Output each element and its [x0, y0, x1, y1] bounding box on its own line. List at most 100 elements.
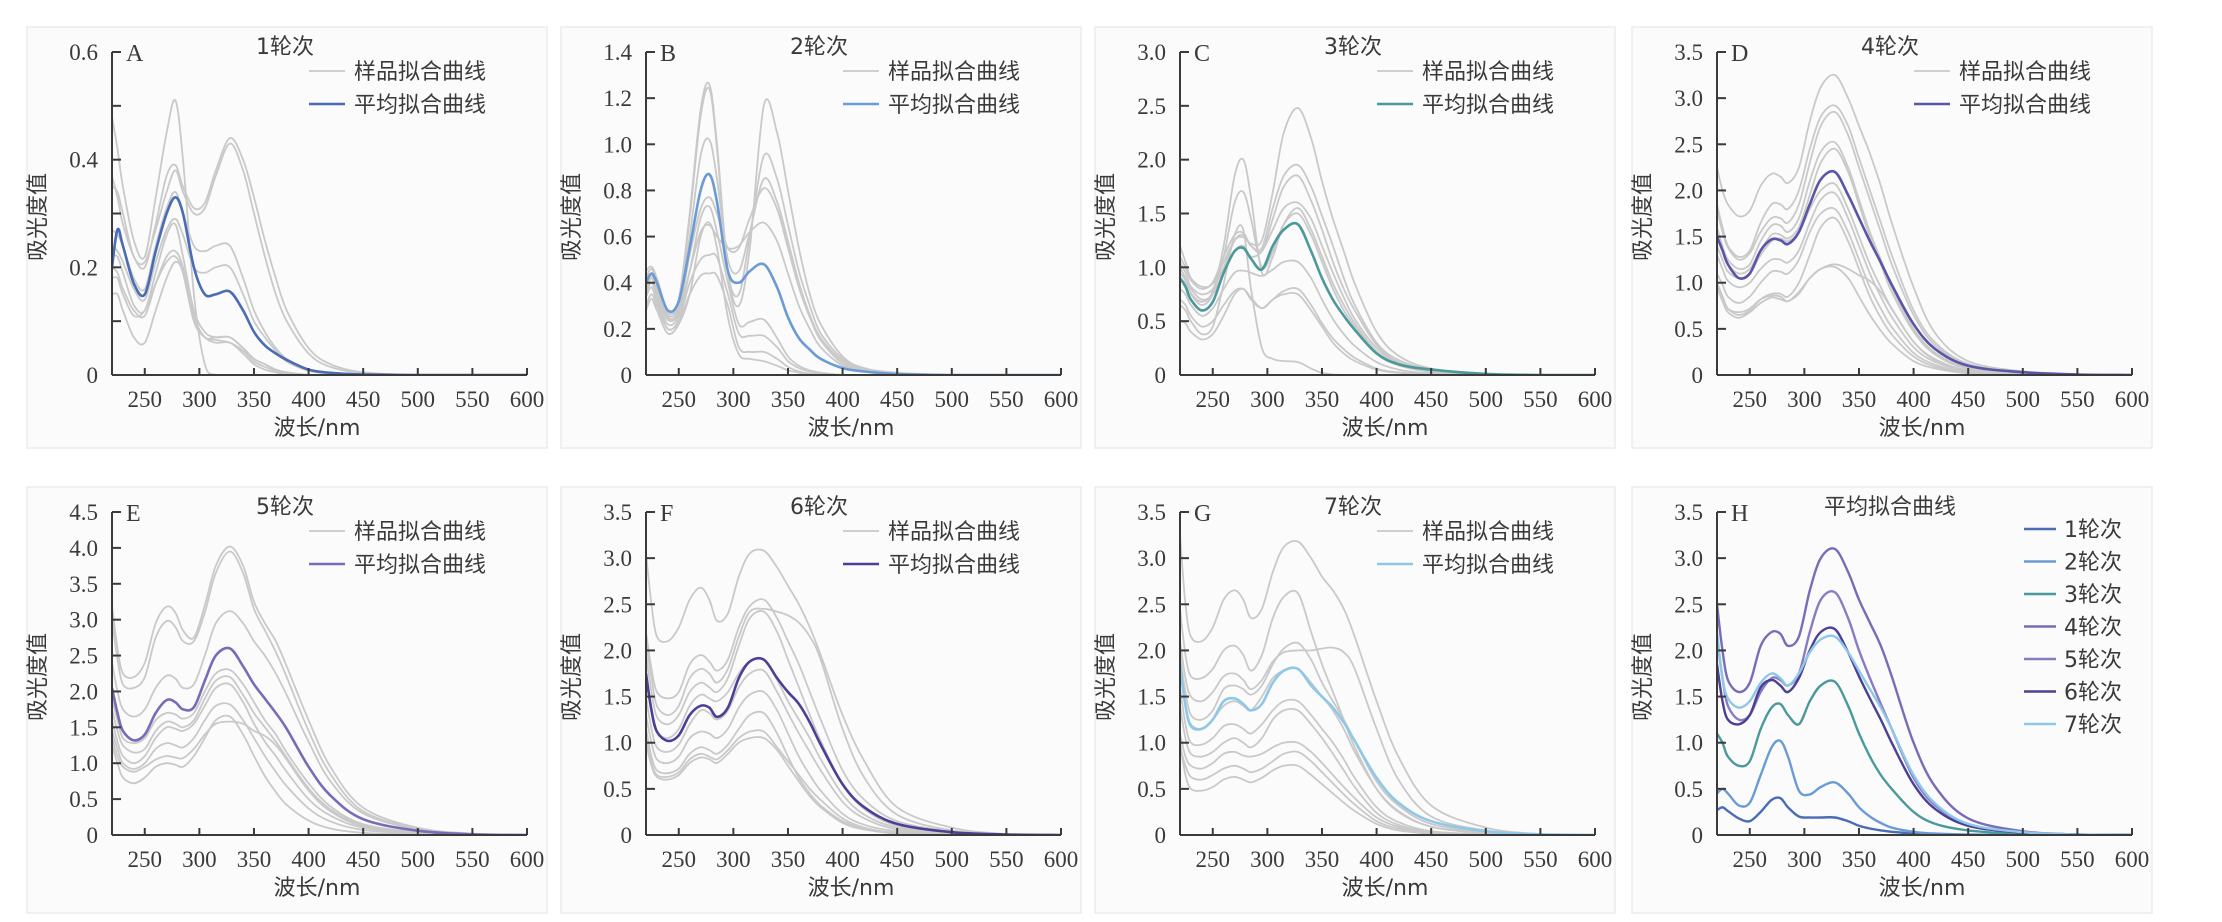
legend-label-mean: 平均拟合曲线: [1422, 553, 1554, 578]
panel-letter: D: [1731, 41, 1748, 67]
x-tick-label: 400: [291, 847, 326, 872]
y-axis-label: 吸光度值: [1094, 633, 1119, 721]
x-tick-label: 450: [880, 847, 915, 872]
sample-curve: [1180, 641, 1595, 835]
x-tick-label: 500: [935, 387, 970, 412]
sample-curve: [112, 682, 527, 835]
legend-label-4: 4轮次: [2064, 616, 2122, 641]
y-tick-label: 3.5: [1674, 40, 1703, 65]
x-tick-label: 600: [2115, 847, 2150, 872]
sample-curve: [1717, 147, 2132, 375]
sample-curve: [112, 249, 527, 375]
sample-curve: [646, 668, 1061, 835]
y-tick-label: 1.5: [1137, 202, 1166, 227]
panel-d: 250 300 350 400 450 500 550 600 0 0.5 1.0 1.5 2.0 2.5…: [1631, 26, 2153, 449]
x-tick-label: 500: [2006, 387, 2041, 412]
y-tick-label: 0.2: [69, 255, 98, 280]
legend-label-sample: 样品拟合曲线: [1959, 60, 2091, 85]
y-tick-label: 2.0: [1137, 638, 1166, 663]
y-tick-label: 2.0: [69, 679, 98, 704]
y-tick-label: 1.4: [603, 40, 632, 65]
x-axis-label: 波长/nm: [1342, 876, 1429, 901]
y-tick-label: 1.5: [1674, 685, 1703, 710]
panel-title: 平均拟合曲线: [1824, 495, 1956, 520]
legend-label-mean: 平均拟合曲线: [888, 553, 1020, 578]
x-tick-label: 550: [989, 387, 1024, 412]
x-tick-label: 550: [1523, 387, 1558, 412]
y-tick-label: 2.5: [1674, 132, 1703, 157]
y-tick-label: 1.0: [603, 731, 632, 756]
legend-label-mean: 平均拟合曲线: [1422, 93, 1554, 118]
legend-label-sample: 样品拟合曲线: [1422, 60, 1554, 85]
legend-label-mean: 平均拟合曲线: [354, 93, 486, 118]
x-tick-label: 250: [1196, 847, 1231, 872]
series-curve-6: [1717, 626, 2132, 835]
y-tick-label: 1.0: [1674, 271, 1703, 296]
x-tick-label: 500: [2006, 847, 2041, 872]
x-tick-label: 300: [716, 847, 751, 872]
x-tick-label: 450: [1414, 847, 1449, 872]
panel-b: 250 300 350 400 450 500 550 600 0 0.2 0.4 0.6 0.8 1.0…: [560, 26, 1082, 449]
sample-curve: [112, 142, 527, 375]
x-tick-label: 500: [1469, 387, 1504, 412]
sample-curve: [112, 714, 527, 835]
plot-area: [1717, 73, 2132, 375]
y-tick-label: 1.0: [603, 132, 632, 157]
y-tick-label: 0: [1155, 363, 1167, 388]
legend-label-6: 6轮次: [2064, 681, 2122, 706]
x-tick-label: 550: [2060, 387, 2095, 412]
y-tick-label: 2.0: [1674, 638, 1703, 663]
y-tick-label: 2.5: [1674, 592, 1703, 617]
sample-curve: [1717, 216, 2132, 375]
x-tick-label: 250: [1196, 387, 1231, 412]
panel-title: 1轮次: [256, 35, 314, 60]
x-tick-label: 400: [825, 387, 860, 412]
x-tick-label: 250: [662, 387, 697, 412]
x-tick-label: 600: [510, 387, 545, 412]
x-axis-label: 波长/nm: [808, 876, 895, 901]
y-tick-label: 2.0: [1137, 148, 1166, 173]
mean-curve: [1717, 170, 2132, 375]
panel-background: [560, 26, 1082, 449]
x-axis-label: 波长/nm: [274, 876, 361, 901]
x-tick-label: 550: [455, 847, 490, 872]
x-tick-label: 550: [1523, 847, 1558, 872]
plot-area: [1180, 535, 1595, 835]
y-tick-label: 2.5: [1137, 592, 1166, 617]
y-tick-label: 0: [621, 363, 633, 388]
y-axis-label: 吸光度值: [26, 173, 51, 261]
y-tick-label: 4.5: [69, 500, 98, 525]
y-tick-label: 2.5: [69, 644, 98, 669]
y-tick-label: 0.5: [69, 787, 98, 812]
sample-curve: [646, 690, 1061, 835]
x-axis-label: 波长/nm: [808, 416, 895, 441]
legend: 1轮次 2轮次 3轮次 4轮次 5轮次 6轮次 7轮次: [2024, 518, 2122, 738]
panel-title: 3轮次: [1324, 35, 1382, 60]
sample-curve: [1180, 224, 1595, 375]
sample-curve: [112, 550, 527, 835]
x-tick-label: 450: [346, 847, 381, 872]
y-tick-label: 3.5: [1137, 500, 1166, 525]
x-tick-label: 350: [237, 847, 272, 872]
sample-curve: [1180, 259, 1595, 375]
panel-f: 250 300 350 400 450 500 550 600 0 0.5 1.0 1.5 2.0 2.5…: [560, 486, 1082, 914]
x-tick-label: 300: [1787, 847, 1822, 872]
panel-title: 5轮次: [256, 495, 314, 520]
x-tick-label: 250: [128, 847, 163, 872]
sample-curve: [1717, 104, 2132, 375]
plot-area: [646, 548, 1061, 835]
y-tick-label: 0.4: [603, 271, 632, 296]
y-tick-label: 3.5: [69, 572, 98, 597]
y-tick-label: 0.2: [603, 317, 632, 342]
sample-curve: [1180, 747, 1595, 835]
y-tick-label: 3.0: [1674, 546, 1703, 571]
y-tick-label: 1.2: [603, 86, 632, 111]
x-tick-label: 600: [2115, 387, 2150, 412]
x-tick-label: 350: [1842, 847, 1877, 872]
y-tick-label: 3.0: [1137, 546, 1166, 571]
x-tick-label: 400: [1359, 387, 1394, 412]
legend-label-1: 1轮次: [2064, 518, 2122, 543]
sample-curve: [1180, 641, 1595, 835]
